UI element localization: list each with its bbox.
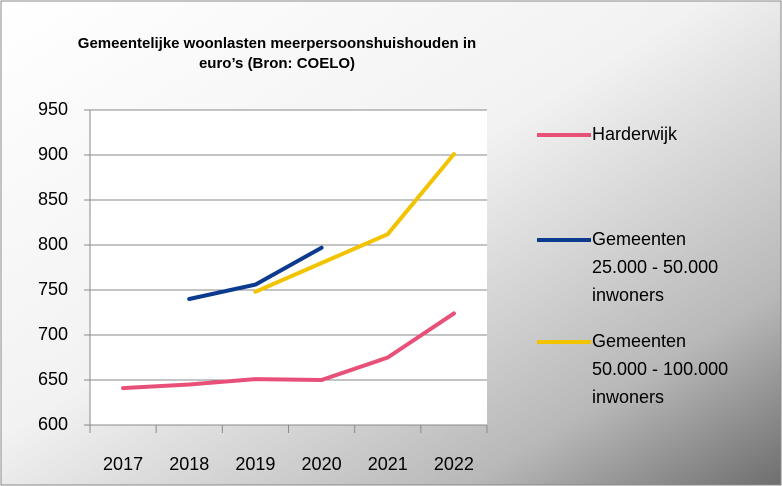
- x-tick-label: 2017: [103, 454, 143, 474]
- y-tick-label: 650: [38, 369, 68, 389]
- chart-title: Gemeentelijke woonlasten meerpersoonshui…: [78, 35, 476, 72]
- series-line: [121, 311, 456, 391]
- series-line: [187, 245, 324, 301]
- y-tick-label: 950: [38, 99, 68, 119]
- legend-label: Gemeenten 50.000 - 100.000 inwoners: [592, 331, 728, 407]
- y-tick-label: 700: [38, 324, 68, 344]
- x-tick-label: 2019: [235, 454, 275, 474]
- y-tick-label: 800: [38, 234, 68, 254]
- legend-label: Harderwijk: [592, 124, 678, 144]
- x-tick-label: 2022: [434, 454, 474, 474]
- y-tick-label: 850: [38, 189, 68, 209]
- y-tick-label: 750: [38, 279, 68, 299]
- y-tick-label: 900: [38, 144, 68, 164]
- x-tick-label: 2018: [169, 454, 209, 474]
- y-tick-label: 600: [38, 414, 68, 434]
- series-line: [253, 152, 456, 294]
- x-tick-label: 2020: [302, 454, 342, 474]
- x-tick-label: 2021: [368, 454, 408, 474]
- legend-label: Gemeenten 25.000 - 50.000 inwoners: [592, 229, 718, 305]
